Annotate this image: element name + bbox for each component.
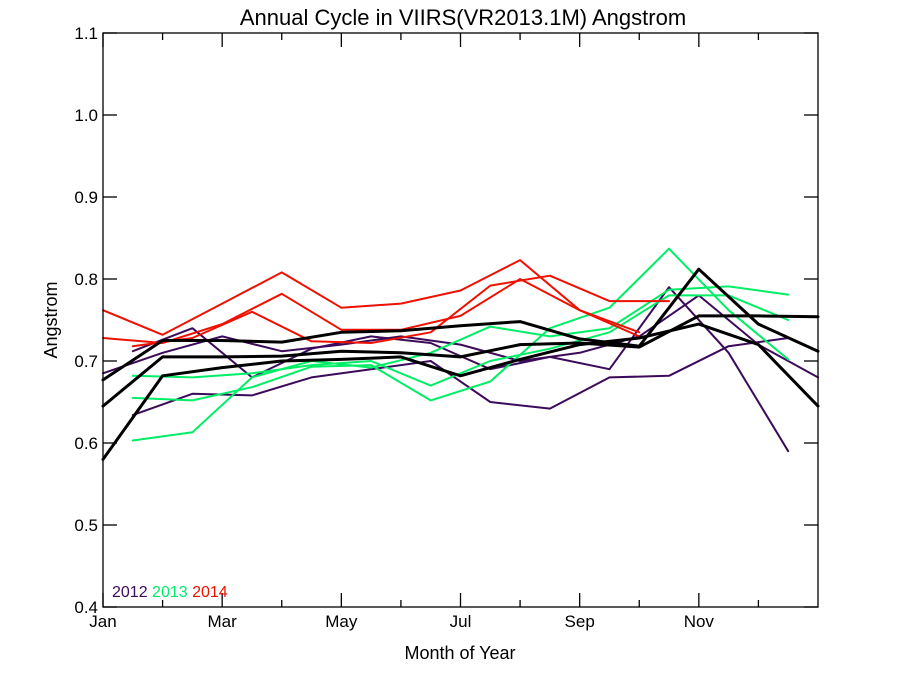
series-line-5: [131, 247, 790, 402]
series-line-7: [102, 259, 641, 338]
series-line-9: [131, 274, 670, 348]
x-tick-label: Sep: [565, 612, 595, 631]
x-tick-label: Jul: [450, 612, 472, 631]
series-line-3: [131, 337, 790, 417]
series-layer: [101, 247, 820, 461]
x-axis-label: Month of Year: [404, 643, 515, 663]
y-tick-label: 1.0: [74, 106, 98, 125]
chart-title: Annual Cycle in VIIRS(VR2013.1M) Angstro…: [240, 5, 686, 30]
legend-item-2012: 2012: [112, 584, 148, 601]
series-line-8: [102, 278, 641, 344]
x-tick-label: Nov: [684, 612, 715, 631]
y-tick-label: 0.6: [74, 434, 98, 453]
legend: 2012 2013 2014: [112, 584, 228, 601]
x-tick-label: Jan: [89, 612, 116, 631]
series-line-4: [131, 285, 790, 442]
y-tick-label: 1.1: [74, 24, 98, 43]
y-axis-label: Angstrom: [41, 281, 61, 358]
series-line-12: [101, 322, 820, 461]
y-tick-label: 0.4: [74, 598, 98, 617]
plot-frame: [102, 32, 819, 608]
x-tick-label: Mar: [208, 612, 238, 631]
y-tick-label: 0.8: [74, 270, 98, 289]
legend-text: 2012 2013 2014: [112, 584, 228, 601]
y-tick-label: 0.5: [74, 516, 98, 535]
legend-item-2013: 2013: [148, 584, 188, 601]
series-line-11: [101, 314, 820, 408]
axes-layer: 0.4 0.5 0.6 0.7 0.8 0.9 1.0 1.1 Jan Mar May Jul Sep N…: [74, 24, 819, 631]
y-tick-label: 0.9: [74, 188, 98, 207]
series-line-10: [101, 267, 820, 382]
series-line-2: [131, 286, 790, 453]
legend-item-2014: 2014: [188, 584, 228, 601]
x-tick-label: May: [325, 612, 358, 631]
y-tick-label: 0.7: [74, 352, 98, 371]
